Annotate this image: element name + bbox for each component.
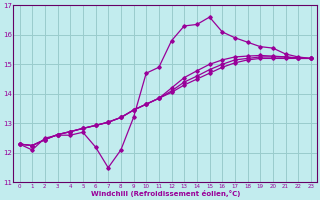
- X-axis label: Windchill (Refroidissement éolien,°C): Windchill (Refroidissement éolien,°C): [91, 190, 240, 197]
